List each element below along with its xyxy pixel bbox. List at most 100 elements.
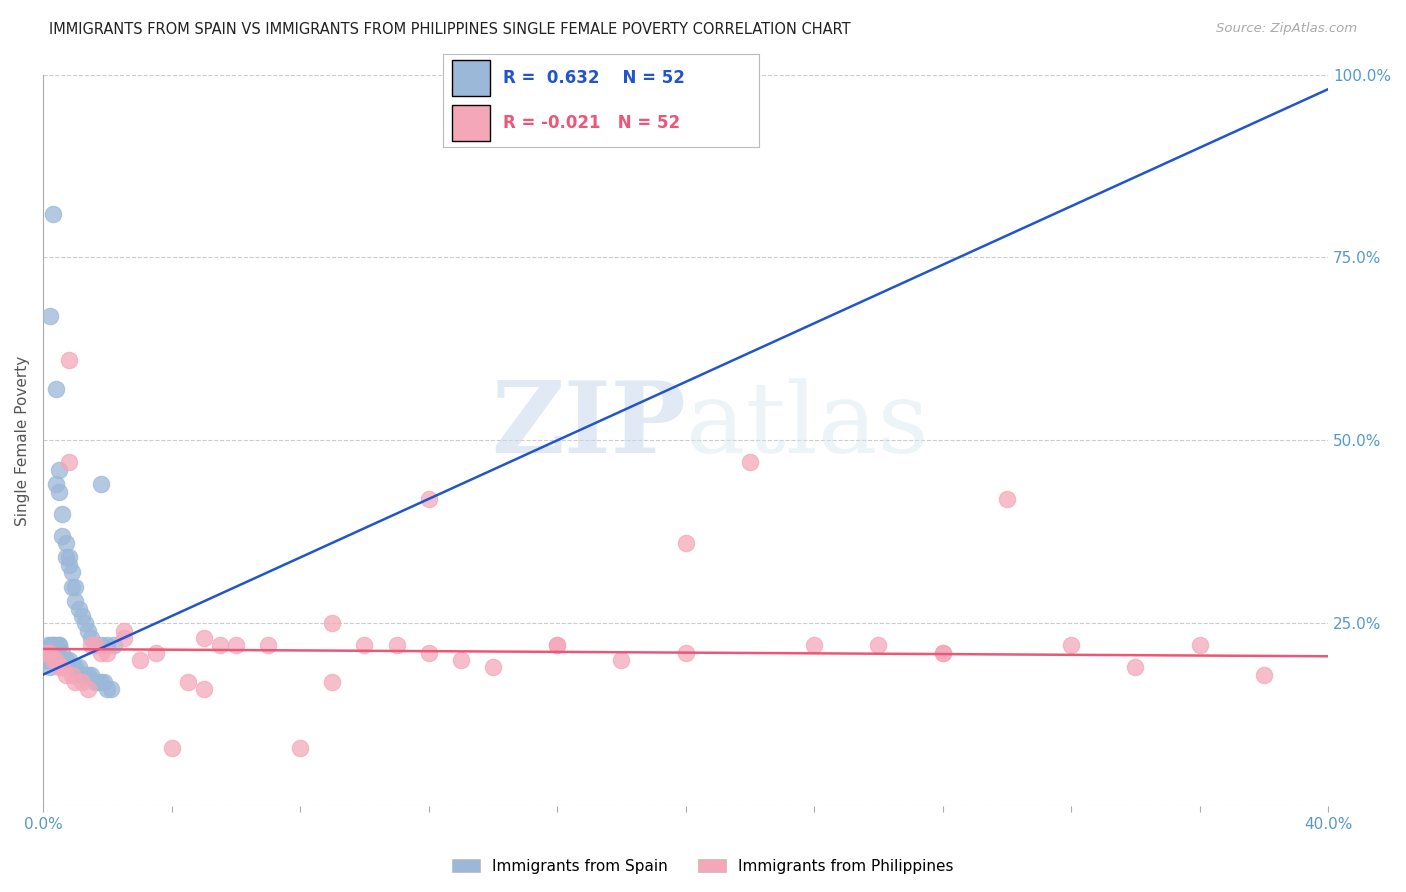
Text: IMMIGRANTS FROM SPAIN VS IMMIGRANTS FROM PHILIPPINES SINGLE FEMALE POVERTY CORRE: IMMIGRANTS FROM SPAIN VS IMMIGRANTS FROM… bbox=[49, 22, 851, 37]
Point bbox=[38, 309, 60, 323]
Point bbox=[112, 631, 135, 645]
Point bbox=[803, 638, 825, 652]
Point bbox=[868, 638, 890, 652]
Point bbox=[80, 667, 103, 681]
Point bbox=[80, 638, 103, 652]
Point bbox=[58, 550, 80, 565]
Point bbox=[103, 638, 125, 652]
Point bbox=[96, 682, 118, 697]
Point bbox=[160, 740, 183, 755]
Point bbox=[353, 638, 375, 652]
Point bbox=[83, 674, 105, 689]
Point bbox=[96, 638, 118, 652]
Point bbox=[87, 674, 110, 689]
Point bbox=[77, 682, 100, 697]
Y-axis label: Single Female Poverty: Single Female Poverty bbox=[15, 355, 30, 525]
Point bbox=[90, 477, 112, 491]
Point bbox=[418, 646, 440, 660]
Point bbox=[60, 580, 83, 594]
Point bbox=[1188, 638, 1211, 652]
Point bbox=[77, 667, 100, 681]
Point bbox=[70, 609, 93, 624]
Point bbox=[42, 206, 65, 220]
Point bbox=[48, 660, 70, 674]
Point bbox=[42, 638, 65, 652]
Point bbox=[83, 638, 105, 652]
Point bbox=[546, 638, 568, 652]
Point bbox=[90, 674, 112, 689]
Point bbox=[1125, 660, 1147, 674]
Point bbox=[51, 528, 73, 542]
Text: Source: ZipAtlas.com: Source: ZipAtlas.com bbox=[1216, 22, 1357, 36]
Point bbox=[45, 638, 67, 652]
Point bbox=[385, 638, 408, 652]
Point bbox=[48, 484, 70, 499]
Point bbox=[45, 477, 67, 491]
Point bbox=[67, 601, 90, 615]
Point bbox=[42, 653, 65, 667]
Point bbox=[193, 631, 215, 645]
Point bbox=[77, 624, 100, 638]
Point bbox=[1253, 667, 1275, 681]
Point bbox=[418, 491, 440, 506]
Point bbox=[70, 667, 93, 681]
Point bbox=[60, 565, 83, 579]
Point bbox=[931, 646, 953, 660]
Point bbox=[65, 674, 87, 689]
Point bbox=[60, 667, 83, 681]
Point bbox=[51, 660, 73, 674]
Point bbox=[610, 653, 633, 667]
Point bbox=[112, 624, 135, 638]
Point bbox=[65, 594, 87, 608]
Point bbox=[55, 536, 77, 550]
Point bbox=[96, 646, 118, 660]
Text: R = -0.021   N = 52: R = -0.021 N = 52 bbox=[503, 114, 681, 132]
FancyBboxPatch shape bbox=[453, 105, 491, 141]
Point bbox=[100, 682, 122, 697]
Text: R =  0.632    N = 52: R = 0.632 N = 52 bbox=[503, 69, 685, 87]
Point bbox=[675, 536, 697, 550]
Point bbox=[450, 653, 472, 667]
Point bbox=[995, 491, 1018, 506]
Point bbox=[931, 646, 953, 660]
Point bbox=[73, 616, 96, 631]
Point bbox=[48, 638, 70, 652]
Point bbox=[73, 667, 96, 681]
Point bbox=[321, 616, 343, 631]
Point bbox=[65, 580, 87, 594]
Point bbox=[55, 653, 77, 667]
Point bbox=[290, 740, 312, 755]
Point bbox=[38, 660, 60, 674]
Point bbox=[51, 646, 73, 660]
Point bbox=[35, 646, 58, 660]
Point bbox=[90, 646, 112, 660]
Point bbox=[80, 631, 103, 645]
Point bbox=[70, 674, 93, 689]
Point bbox=[60, 660, 83, 674]
Point bbox=[145, 646, 167, 660]
Point bbox=[482, 660, 505, 674]
FancyBboxPatch shape bbox=[453, 60, 491, 95]
Point bbox=[39, 638, 62, 652]
Point bbox=[257, 638, 280, 652]
Point bbox=[177, 674, 200, 689]
Point bbox=[38, 646, 60, 660]
Point bbox=[58, 653, 80, 667]
Point bbox=[45, 382, 67, 396]
Text: ZIP: ZIP bbox=[491, 377, 686, 475]
Point bbox=[67, 660, 90, 674]
Point bbox=[42, 638, 65, 652]
Point bbox=[83, 638, 105, 652]
Point bbox=[65, 660, 87, 674]
Point bbox=[45, 653, 67, 667]
Point bbox=[55, 550, 77, 565]
Point bbox=[225, 638, 247, 652]
Point bbox=[738, 455, 761, 469]
Point bbox=[208, 638, 231, 652]
Point bbox=[675, 646, 697, 660]
Point bbox=[55, 667, 77, 681]
Point bbox=[51, 507, 73, 521]
Point bbox=[48, 638, 70, 652]
Point bbox=[37, 638, 59, 652]
Point bbox=[35, 653, 58, 667]
